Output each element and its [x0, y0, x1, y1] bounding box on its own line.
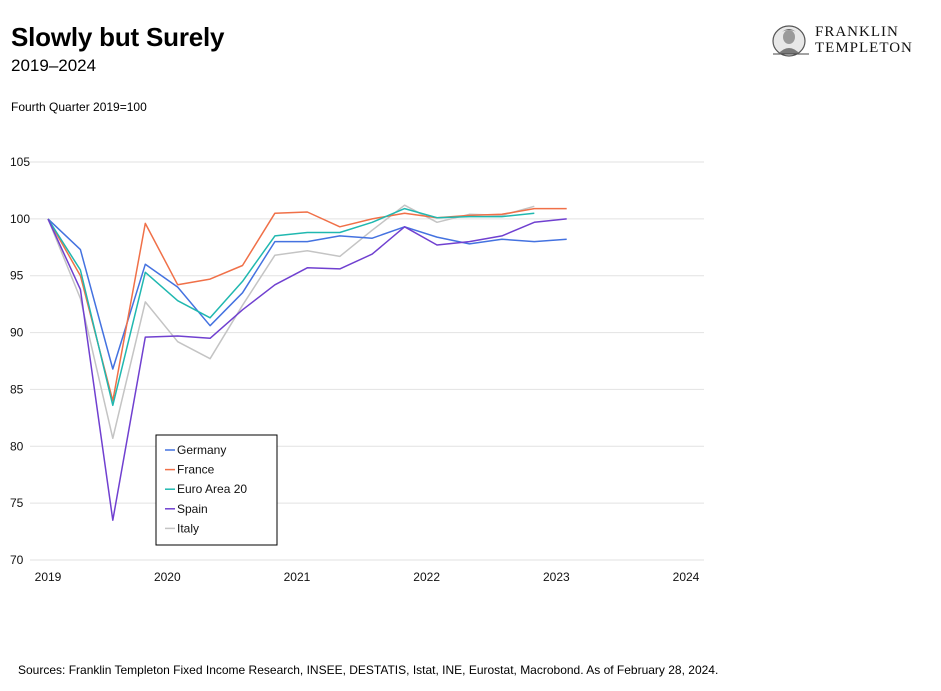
series-line-italy — [47, 204, 535, 440]
series-line-euro-area-20 — [47, 207, 535, 407]
y-tick-label: 75 — [10, 496, 24, 510]
y-tick-label: 70 — [10, 553, 24, 567]
legend-label-italy: Italy — [177, 521, 199, 535]
x-tick-label: 2021 — [284, 570, 311, 584]
franklin-templeton-logo: FRANKLIN TEMPLETON — [771, 24, 926, 60]
y-tick-label: 100 — [10, 212, 30, 226]
index-base-note: Fourth Quarter 2019=100 — [11, 100, 147, 114]
series-line-france — [47, 207, 567, 402]
y-tick-label: 80 — [10, 439, 24, 453]
source-note: Sources: Franklin Templeton Fixed Income… — [18, 663, 719, 677]
line-chart: 70 75 80 85 90 95 100 105 2019 2020 2021 2022 2023 20… — [10, 155, 704, 584]
legend-label-spain: Spain — [177, 502, 208, 516]
brand-name-line2: TEMPLETON — [815, 40, 913, 56]
x-tick-label: 2020 — [154, 570, 181, 584]
legend-box — [155, 434, 278, 546]
x-tick-label: 2023 — [543, 570, 570, 584]
legend-label-euro-area-20: Euro Area 20 — [177, 482, 247, 496]
x-tick-label: 2019 — [35, 570, 62, 584]
series-line-germany — [47, 218, 567, 370]
x-tick-label: 2024 — [673, 570, 700, 584]
chart-subtitle: 2019–2024 — [11, 56, 97, 75]
franklin-portrait-seal-icon — [772, 25, 809, 57]
x-tick-label: 2022 — [413, 570, 440, 584]
legend-label-france: France — [177, 463, 215, 477]
y-tick-label: 95 — [10, 269, 24, 283]
series-line-spain — [47, 218, 567, 521]
y-tick-label: 90 — [10, 326, 24, 340]
brand-name-line1: FRANKLIN — [815, 24, 899, 40]
y-tick-label: 105 — [10, 155, 30, 169]
chart-title: Slowly but Surely — [11, 22, 225, 52]
legend-label-germany: Germany — [177, 443, 226, 457]
y-tick-label: 85 — [10, 382, 24, 396]
